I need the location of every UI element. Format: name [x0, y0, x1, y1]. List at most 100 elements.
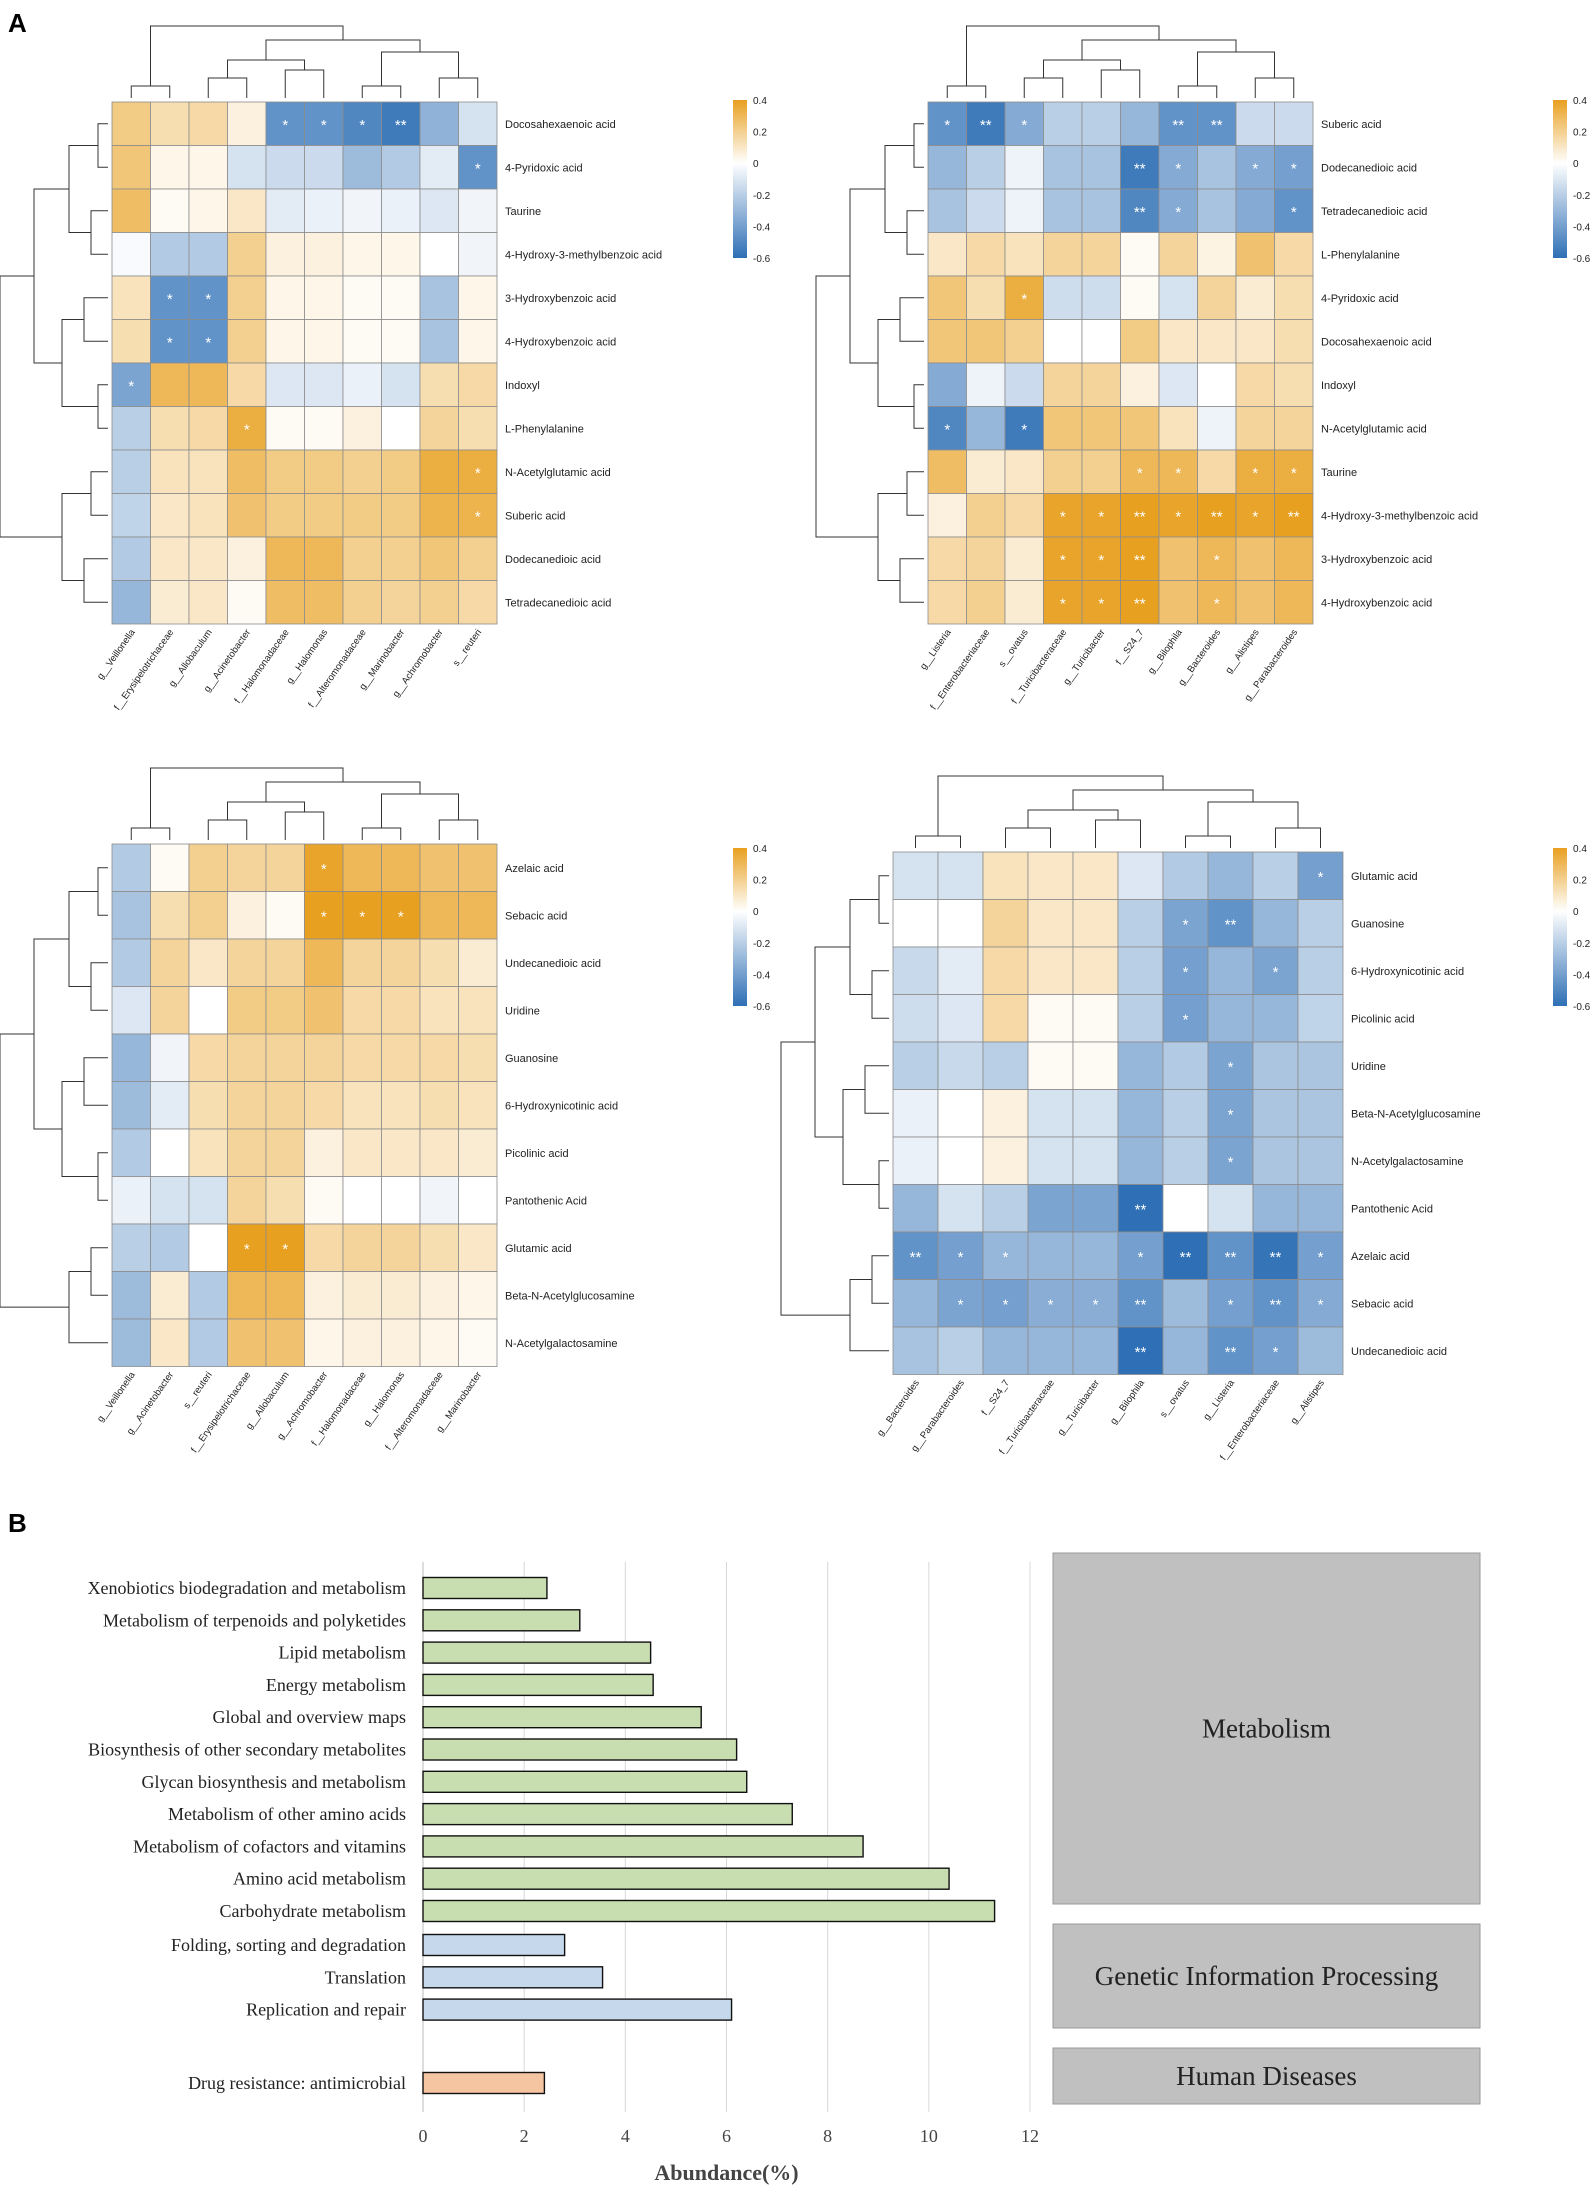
- h4-significance-mark: *: [958, 1249, 964, 1266]
- h1-cell: [342, 362, 382, 407]
- h2-cell: [1120, 493, 1160, 538]
- h1-cell: [458, 319, 498, 364]
- h1-legend-tick: -0.6: [753, 254, 771, 265]
- h2-row-label: Docosahexaenoic acid: [1321, 336, 1432, 348]
- h4-cell: [1027, 899, 1074, 948]
- h3-cell: [458, 1271, 498, 1320]
- h4-cell: [1027, 1231, 1074, 1280]
- h1-row-label: Taurine: [505, 206, 541, 218]
- h4-cell: [982, 1136, 1029, 1185]
- h2-cell: [1004, 101, 1044, 146]
- h3-cell: [227, 891, 267, 940]
- h4-cell: [1072, 1231, 1119, 1280]
- h4-cell: [1297, 1089, 1344, 1138]
- h4-cell: [1297, 1279, 1344, 1328]
- h4-col-dendrogram-link-3: [1185, 835, 1231, 848]
- h2-cell: [1158, 188, 1198, 233]
- h3-cell: [150, 843, 190, 892]
- h3-cell: [304, 1271, 344, 1320]
- h3-cell: [227, 1033, 267, 1082]
- h3-cell: [111, 1128, 151, 1177]
- h3-row-label: Undecanedioic acid: [505, 958, 601, 970]
- h4-row-dendrogram-link-0: [878, 875, 889, 924]
- h3-cell: [150, 1128, 190, 1177]
- h3-cell: [419, 1271, 459, 1320]
- h3-cell: [381, 1176, 421, 1225]
- h3-cell: [304, 986, 344, 1035]
- kegg-category-box: [1052, 1923, 1481, 2029]
- h3-cell: [381, 1128, 421, 1177]
- h2-cell: [1274, 580, 1314, 625]
- h3-row-label: Beta-N-Acetylglucosamine: [505, 1290, 635, 1302]
- h3-cell: [265, 1176, 305, 1225]
- h2-significance-mark: *: [1021, 117, 1027, 134]
- h4-cell: [937, 1326, 984, 1375]
- h3-significance-mark: *: [244, 1241, 250, 1258]
- h3-significance-mark: *: [321, 861, 327, 878]
- h4-cell: [1072, 899, 1119, 948]
- kegg-x-tick: 12: [1021, 2126, 1039, 2146]
- h3-col-dendrogram-link-3: [361, 827, 402, 840]
- h2-cell: [1197, 362, 1237, 407]
- h3-cell: [150, 1223, 190, 1272]
- h4-significance-mark: *: [1183, 1011, 1189, 1028]
- h1-cell: [458, 449, 498, 494]
- h1-cell: [150, 449, 190, 494]
- h1-row-dendrogram-link-d1-2: [61, 319, 98, 407]
- h2-col-dendrogram-link-5: [1043, 59, 1121, 78]
- h1-legend-tick: -0.4: [753, 222, 771, 233]
- h3-row-label: Picolinic acid: [505, 1148, 569, 1160]
- h4-cell: [1297, 994, 1344, 1043]
- h2-cell: [1158, 275, 1198, 320]
- h1-cell: [150, 406, 190, 451]
- h1-cell: [342, 101, 382, 146]
- h3-cell: [111, 1318, 151, 1367]
- h1-cell: [304, 536, 344, 581]
- h4-cell: [1117, 851, 1164, 900]
- h2-significance-mark: *: [1021, 291, 1027, 308]
- h3-cell: [419, 1318, 459, 1367]
- h4-cell: [1252, 1136, 1299, 1185]
- h3-legend-tick: -0.2: [753, 939, 771, 950]
- h3-col-dendrogram-link-6: [381, 793, 459, 828]
- h2-row-label: Dodecanedioic acid: [1321, 162, 1417, 174]
- h1-significance-mark: *: [475, 160, 481, 177]
- h4-cell: [937, 1041, 984, 1090]
- h3-cell: [265, 1271, 305, 1320]
- h2-cell: [1158, 406, 1198, 451]
- h3-cell: [458, 1176, 498, 1225]
- h4-significance-mark: *: [1183, 964, 1189, 981]
- h2-legend-tick: 0.4: [1573, 96, 1587, 107]
- h4-row-dendrogram-link-4: [871, 1255, 889, 1304]
- h2-cell: [1120, 362, 1160, 407]
- h3-row-label: Guanosine: [505, 1053, 558, 1065]
- h1-col-dendrogram-link-4: [438, 77, 479, 98]
- h1-row-dendrogram-link-d1-0: [68, 145, 98, 233]
- h4-cell: [937, 1184, 984, 1233]
- h4-significance-mark: **: [1225, 1344, 1237, 1361]
- h4-column-label: g__Bilophila: [1108, 1377, 1147, 1426]
- h1-legend-tick: 0.2: [753, 128, 767, 139]
- panel-label-a: A: [8, 8, 27, 38]
- h3-row-dendrogram-link-d3-0: [0, 1033, 69, 1308]
- h1-cell: [304, 101, 344, 146]
- h4-legend-tick: 0.2: [1573, 876, 1587, 887]
- h1-cell: [342, 493, 382, 538]
- h2-col-dendrogram-link-3: [1177, 85, 1218, 98]
- h4-cell: [982, 1279, 1029, 1328]
- h4-cell: [1297, 851, 1344, 900]
- h3-cell: [304, 1223, 344, 1272]
- h3-cell: [227, 986, 267, 1035]
- h4-column-label: g__Turicibacter: [1056, 1378, 1102, 1438]
- h3-cell: [342, 1223, 382, 1272]
- h2-column-label: g__Alistipes: [1223, 627, 1262, 675]
- h1-significance-mark: *: [128, 378, 134, 395]
- h1-cell: [111, 362, 151, 407]
- h2-row-dendrogram-link-d1-2: [877, 319, 914, 407]
- h3-cell: [265, 1223, 305, 1272]
- h2-cell: [1197, 493, 1237, 538]
- h4-cell: [1207, 946, 1254, 995]
- h4-cell: [1252, 946, 1299, 995]
- h2-cell: [1235, 101, 1275, 146]
- h3-cell: [419, 1081, 459, 1130]
